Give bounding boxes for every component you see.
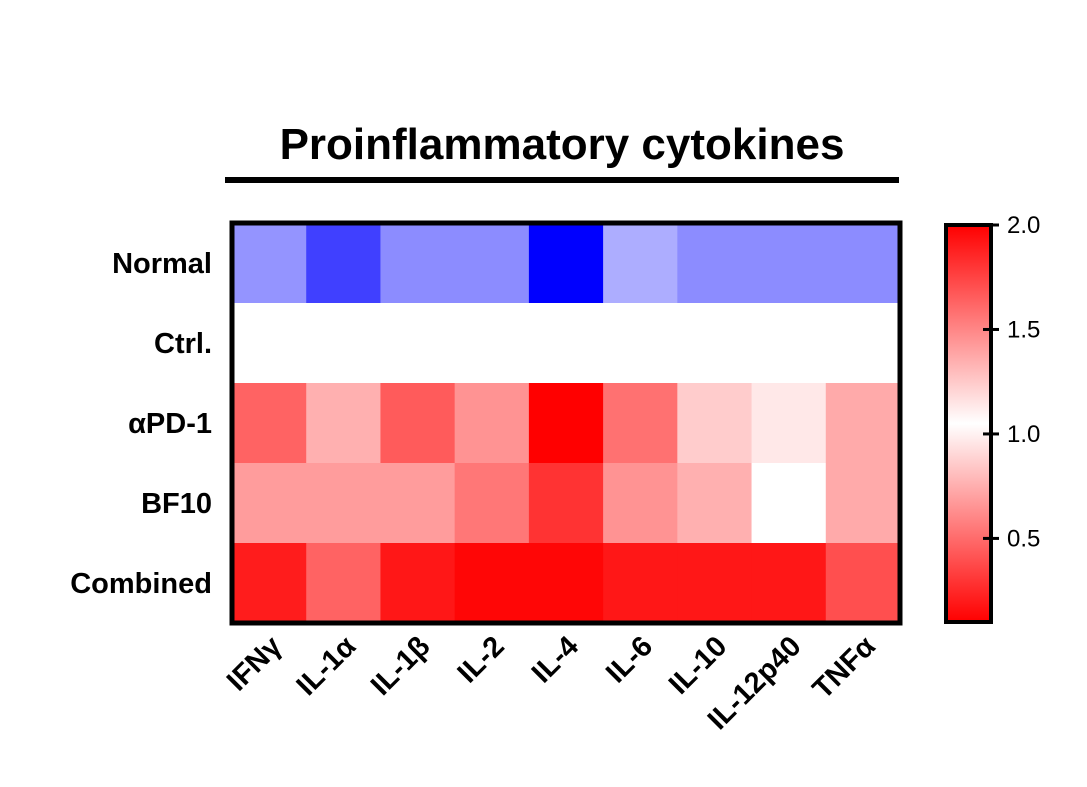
heatmap-cell-r0-c2 <box>380 223 456 304</box>
heatmap-cell-r1-c2 <box>380 303 456 384</box>
heatmap-cell-r4-c3 <box>454 543 530 624</box>
heatmap-cell-r1-c5 <box>603 303 678 384</box>
heatmap-cell-r3-c5 <box>603 463 678 544</box>
heatmap-cell-r1-c3 <box>454 303 530 384</box>
heatmap-cell-r0-c8 <box>825 223 901 304</box>
colorbar-tick-label-1: 1.5 <box>1007 316 1040 343</box>
heatmap-cell-r3-c3 <box>454 463 530 544</box>
column-label-4: IL-4 <box>526 630 585 689</box>
heatmap-cell-r3-c8 <box>825 463 901 544</box>
heatmap-cell-r4-c6 <box>677 543 753 624</box>
colorbar <box>944 223 993 624</box>
heatmap-cell-r2-c0 <box>232 383 307 464</box>
row-label-4: Combined <box>70 568 212 600</box>
heatmap-cell-r1-c7 <box>751 303 827 384</box>
heatmap-cell-r2-c4 <box>528 383 604 464</box>
row-labels: Normal Ctrl. αPD-1 BF10 Combined <box>70 248 212 600</box>
column-label-3: IL-2 <box>452 630 511 689</box>
heatmap-cell-r2-c7 <box>751 383 827 464</box>
row-label-1: Ctrl. <box>154 328 212 360</box>
heatmap-cell-r4-c4 <box>528 543 604 624</box>
column-label-1: IL-1α <box>291 630 363 702</box>
column-label-5: IL-6 <box>600 630 659 689</box>
row-label-2: αPD-1 <box>128 408 212 440</box>
column-label-6: IL-10 <box>663 630 733 700</box>
heatmap-cell-r0-c4 <box>528 223 604 304</box>
heatmap-cell-r1-c6 <box>677 303 753 384</box>
heatmap-cell-r0-c6 <box>677 223 753 304</box>
heatmap-cell-r3-c2 <box>380 463 456 544</box>
heatmap-cell-r2-c8 <box>825 383 901 464</box>
heatmap-cell-r0-c7 <box>751 223 827 304</box>
heatmap-cell-r1-c4 <box>528 303 604 384</box>
heatmap-cell-r0-c0 <box>232 223 307 304</box>
heatmap-cell-r3-c4 <box>528 463 604 544</box>
heatmap-cell-r1-c1 <box>306 303 382 384</box>
heatmap-cell-r3-c7 <box>751 463 827 544</box>
heatmap-cell-r3-c1 <box>306 463 382 544</box>
row-label-3: BF10 <box>141 488 212 520</box>
heatmap-cell-r2-c2 <box>380 383 456 464</box>
heatmap-cell-r4-c7 <box>751 543 827 624</box>
colorbar-tick-label-0: 2.0 <box>1007 212 1040 239</box>
heatmap-cell-r3-c6 <box>677 463 753 544</box>
heatmap-cell-r4-c8 <box>825 543 901 624</box>
heatmap-cell-r3-c0 <box>232 463 307 544</box>
column-label-8: TNFα <box>807 630 882 705</box>
heatmap-cell-r1-c8 <box>825 303 901 384</box>
colorbar-ticks: 2.0 1.5 1.0 0.5 <box>983 212 1040 552</box>
heatmap-cell-r0-c1 <box>306 223 382 304</box>
heatmap-cell-r4-c0 <box>232 543 307 624</box>
heatmap-cell-r1-c0 <box>232 303 307 384</box>
heatmap-cells <box>232 223 901 624</box>
heatmap-cell-r2-c5 <box>603 383 678 464</box>
heatmap-cell-r2-c3 <box>454 383 530 464</box>
heatmap-cell-r4-c2 <box>380 543 456 624</box>
heatmap-border <box>229 220 903 626</box>
column-label-2: IL-1β <box>365 630 437 702</box>
title-underline <box>225 177 899 183</box>
heatmap-cell-r0-c5 <box>603 223 678 304</box>
heatmap-cell-r4-c1 <box>306 543 382 624</box>
column-label-0: IFNγ <box>221 630 289 698</box>
heatmap-cell-r4-c5 <box>603 543 678 624</box>
row-label-0: Normal <box>112 248 212 280</box>
heatmap-cell-r2-c6 <box>677 383 753 464</box>
heatmap-cell-r0-c3 <box>454 223 530 304</box>
heatmap-cell-r2-c1 <box>306 383 382 464</box>
colorbar-tick-label-2: 1.0 <box>1007 421 1040 448</box>
chart-title: Proinflammatory cytokines <box>280 120 845 169</box>
colorbar-tick-label-3: 0.5 <box>1007 525 1040 552</box>
